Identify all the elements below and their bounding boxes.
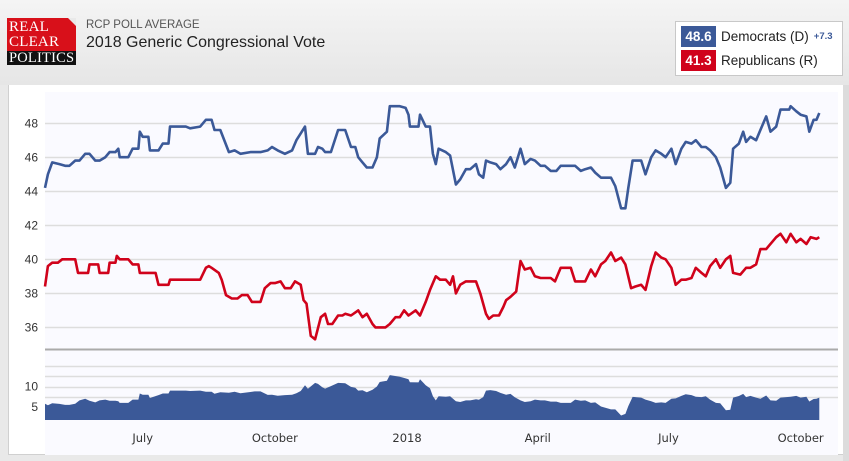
legend-item-democrats[interactable]: 48.6 Democrats (D) +7.3 bbox=[681, 26, 833, 47]
chart-title: 2018 Generic Congressional Vote bbox=[86, 34, 326, 51]
logo-line-3: POLITICS bbox=[9, 50, 75, 66]
rcp-logo[interactable]: REAL CLEAR POLITICS bbox=[7, 18, 76, 65]
main-grid bbox=[45, 122, 838, 329]
republicans-value-badge: 41.3 bbox=[681, 50, 716, 71]
page-scrollbar[interactable] bbox=[843, 85, 849, 461]
x-tick-label: 2018 bbox=[392, 431, 421, 445]
democrats-line bbox=[43, 104, 821, 210]
main-y-axis: 36 38 40 42 44 46 48 bbox=[25, 117, 39, 335]
y-tick-label: 36 bbox=[25, 321, 39, 335]
header: REAL CLEAR POLITICS RCP POLL AVERAGE 201… bbox=[0, 0, 849, 85]
spread-y-tick-label: 5 bbox=[31, 400, 38, 414]
x-tick-label: July bbox=[131, 431, 153, 445]
y-tick-label: 48 bbox=[25, 117, 39, 131]
democrats-label: Democrats (D) bbox=[721, 29, 809, 44]
x-tick-label: October bbox=[252, 431, 298, 445]
y-tick-label: 40 bbox=[25, 253, 39, 267]
spread-area-group bbox=[45, 375, 820, 420]
spread-area bbox=[45, 375, 820, 420]
logo-line-1: REAL bbox=[9, 19, 49, 35]
spread-value: +7.3 bbox=[813, 31, 833, 42]
x-tick-label: April bbox=[525, 431, 551, 445]
y-tick-label: 38 bbox=[25, 287, 39, 301]
chart-kicker: RCP POLL AVERAGE bbox=[86, 19, 200, 31]
legend: 48.6 Democrats (D) +7.3 41.3 Republicans… bbox=[675, 21, 843, 76]
legend-item-republicans[interactable]: 41.3 Republicans (R) bbox=[681, 50, 818, 71]
x-tick-label: July bbox=[657, 431, 679, 445]
y-tick-label: 46 bbox=[25, 151, 39, 165]
series-lines bbox=[43, 104, 821, 341]
republicans-label: Republicans (R) bbox=[721, 53, 818, 68]
logo-black-block bbox=[7, 51, 76, 65]
republicans-line bbox=[43, 232, 820, 341]
spread-y-tick-label: 10 bbox=[25, 380, 39, 394]
spread-y-axis: 510 bbox=[25, 380, 39, 414]
y-tick-label: 44 bbox=[25, 185, 39, 199]
logo-red-block bbox=[7, 18, 76, 51]
x-tick-label: October bbox=[778, 431, 824, 445]
logo-line-2: CLEAR bbox=[9, 34, 60, 50]
logo-fold bbox=[68, 18, 76, 26]
democrats-value-badge: 48.6 bbox=[681, 26, 716, 47]
y-tick-label: 42 bbox=[25, 219, 39, 233]
x-axis: July October 2018 April July October bbox=[131, 431, 824, 445]
